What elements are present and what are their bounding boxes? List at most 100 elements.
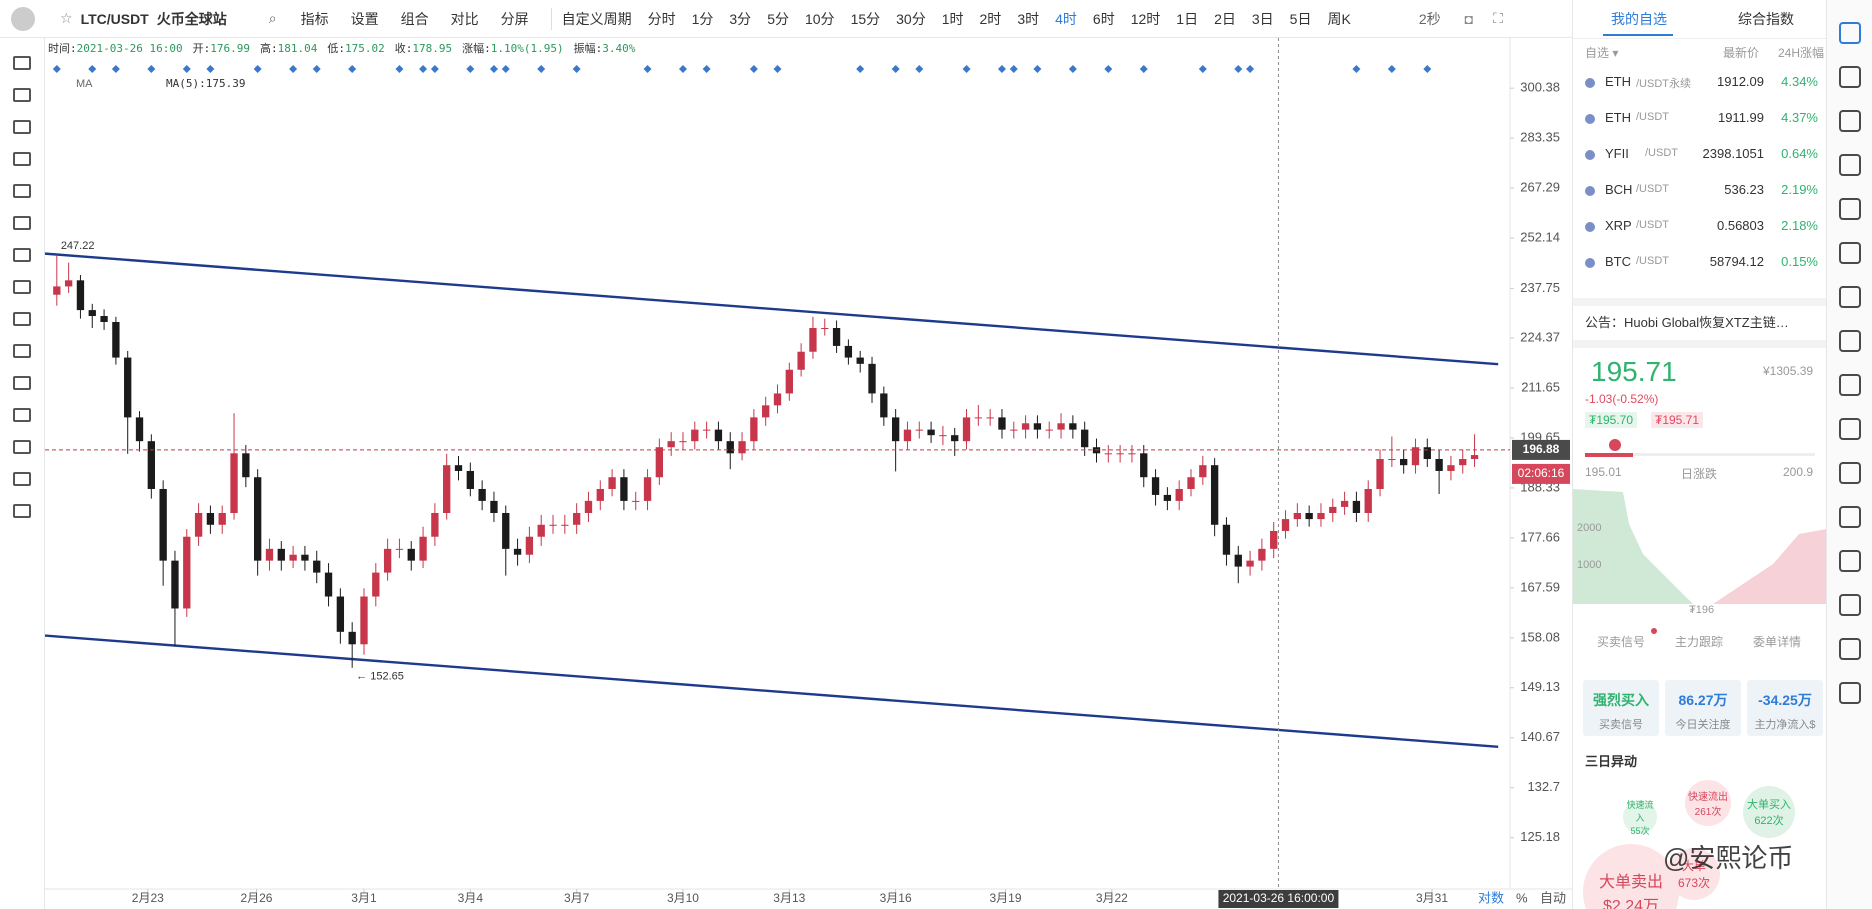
period[interactable]: 2时	[979, 10, 1002, 27]
period[interactable]: 5分	[767, 10, 789, 27]
ask-depth	[1713, 529, 1826, 604]
tool-menu-item[interactable]: 组合	[400, 10, 429, 27]
tab[interactable]: 我的自选	[1611, 11, 1667, 27]
tool-icon[interactable]	[13, 280, 31, 294]
tool-icon[interactable]	[13, 216, 31, 230]
tool-icon[interactable]	[13, 152, 31, 166]
icon[interactable]	[1838, 374, 1861, 396]
icon[interactable]	[1838, 418, 1861, 440]
mover-bubble[interactable]: 大单 673次	[1668, 848, 1720, 900]
icon[interactable]	[1838, 242, 1861, 264]
signal-marker	[289, 65, 298, 73]
coin-name[interactable]: BCH	[1605, 182, 1633, 197]
tool-icon[interactable]	[13, 408, 31, 422]
signal-marker	[206, 65, 215, 73]
refresh[interactable]: 2秒	[1418, 10, 1441, 27]
tool-icon[interactable]	[13, 344, 31, 358]
icon[interactable]	[1838, 682, 1861, 704]
tool-icon[interactable]	[13, 312, 31, 326]
period[interactable]: 6时	[1092, 10, 1115, 27]
icon[interactable]	[1838, 66, 1861, 88]
period[interactable]: 1分	[691, 10, 714, 27]
sub-tab[interactable]: 主力跟踪	[1675, 635, 1724, 649]
period[interactable]: 3时	[1017, 10, 1040, 27]
mover-bubble[interactable]: 大单卖出 $2.24万	[1583, 844, 1679, 909]
period[interactable]: 15分	[850, 10, 881, 27]
candle-body	[1388, 459, 1396, 461]
candle-body	[584, 500, 593, 513]
filter[interactable]: 自选 ▾	[1585, 46, 1619, 60]
icon[interactable]	[1838, 286, 1861, 308]
tool-icon[interactable]	[13, 184, 31, 198]
icon[interactable]	[1838, 154, 1861, 176]
icon[interactable]	[1838, 198, 1861, 220]
candle-body	[856, 357, 864, 364]
period[interactable]: 周K	[1327, 10, 1351, 27]
signal-marker	[419, 65, 428, 73]
tool-icon[interactable]	[13, 376, 31, 390]
custom-period[interactable]: 自定义周期	[561, 10, 632, 27]
signal-card[interactable]: -34.25万 主力净流入$	[1747, 680, 1823, 736]
candle-body	[1470, 455, 1479, 460]
candle-body	[135, 417, 144, 442]
coin-name[interactable]: BTC	[1605, 254, 1631, 269]
tool-menu-item[interactable]: 指标	[300, 10, 329, 27]
tool-icon[interactable]	[13, 120, 31, 134]
period[interactable]: 5日	[1289, 10, 1312, 27]
fullscreen-icon[interactable]: ⛶	[1493, 10, 1503, 26]
period[interactable]: 2日	[1214, 10, 1236, 27]
camera-icon[interactable]: ◘	[1464, 10, 1474, 27]
depth-label: 1000	[1577, 559, 1602, 571]
period[interactable]: 4时	[1055, 10, 1077, 27]
sub-tab[interactable]: 买卖信号	[1597, 635, 1646, 649]
candle-body	[265, 548, 274, 561]
icon[interactable]	[1838, 506, 1861, 528]
info-bar: 时间:2021-03-26 16:00 开:176.99 高:181.04 低:175…	[48, 40, 645, 56]
candle-body	[1246, 560, 1254, 567]
tool-menu-item[interactable]: 对比	[450, 10, 479, 27]
period[interactable]: 分时	[647, 10, 676, 27]
period[interactable]: 30分	[896, 10, 926, 27]
period[interactable]: 1日	[1176, 10, 1199, 27]
mover-bubble[interactable]: 大单买入 622次	[1743, 786, 1795, 838]
signal-card[interactable]: 86.27万 今日关注度	[1665, 680, 1741, 736]
icon[interactable]	[1838, 550, 1861, 572]
bubble-title: 大单卖出	[1598, 874, 1663, 891]
tool-icon[interactable]	[13, 248, 31, 262]
tool-icon[interactable]	[13, 56, 31, 70]
period[interactable]: 12时	[1130, 10, 1161, 27]
candle-body	[750, 417, 758, 442]
coin-name[interactable]: ETH	[1605, 110, 1631, 125]
info-label: 收:	[394, 42, 413, 55]
coin-price: 58794.12	[1709, 254, 1764, 269]
signal-card[interactable]: 强烈买入 买卖信号	[1583, 680, 1659, 736]
mover-bubble[interactable]: 快速流出 261次	[1685, 780, 1731, 826]
tool-icon[interactable]	[13, 504, 31, 518]
tool-icon[interactable]	[13, 472, 31, 486]
period[interactable]: 3日	[1251, 10, 1274, 27]
icon[interactable]	[1838, 638, 1861, 660]
notice[interactable]: 公告：Huobi Global恢复XTZ主链…	[1585, 315, 1789, 330]
symbol[interactable]: LTC/USDT	[80, 10, 149, 27]
tool-icon[interactable]	[13, 88, 31, 102]
icon[interactable]	[1838, 22, 1861, 44]
mover-bubble[interactable]: 快速流入 55次	[1623, 800, 1657, 836]
period[interactable]: 10分	[804, 10, 835, 27]
search-icon[interactable]: ⌕	[268, 10, 277, 26]
candle-body	[53, 286, 61, 295]
tab[interactable]: 综合指数	[1738, 11, 1794, 27]
coin-name[interactable]: ETH	[1605, 74, 1631, 89]
icon[interactable]	[1838, 462, 1861, 484]
icon[interactable]	[1838, 594, 1861, 616]
tool-icon[interactable]	[13, 440, 31, 454]
coin-name[interactable]: YFII	[1605, 146, 1629, 161]
period[interactable]: 1时	[941, 10, 964, 27]
coin-name[interactable]: XRP	[1605, 218, 1632, 233]
sub-tab[interactable]: 委单详情	[1753, 635, 1802, 649]
period[interactable]: 3分	[729, 10, 752, 27]
star-icon[interactable]: ☆	[60, 10, 73, 26]
icon[interactable]	[1838, 110, 1861, 132]
tool-menu-item[interactable]: 分屏	[500, 10, 529, 27]
tool-menu-item[interactable]: 设置	[350, 10, 379, 27]
icon[interactable]	[1838, 330, 1861, 352]
